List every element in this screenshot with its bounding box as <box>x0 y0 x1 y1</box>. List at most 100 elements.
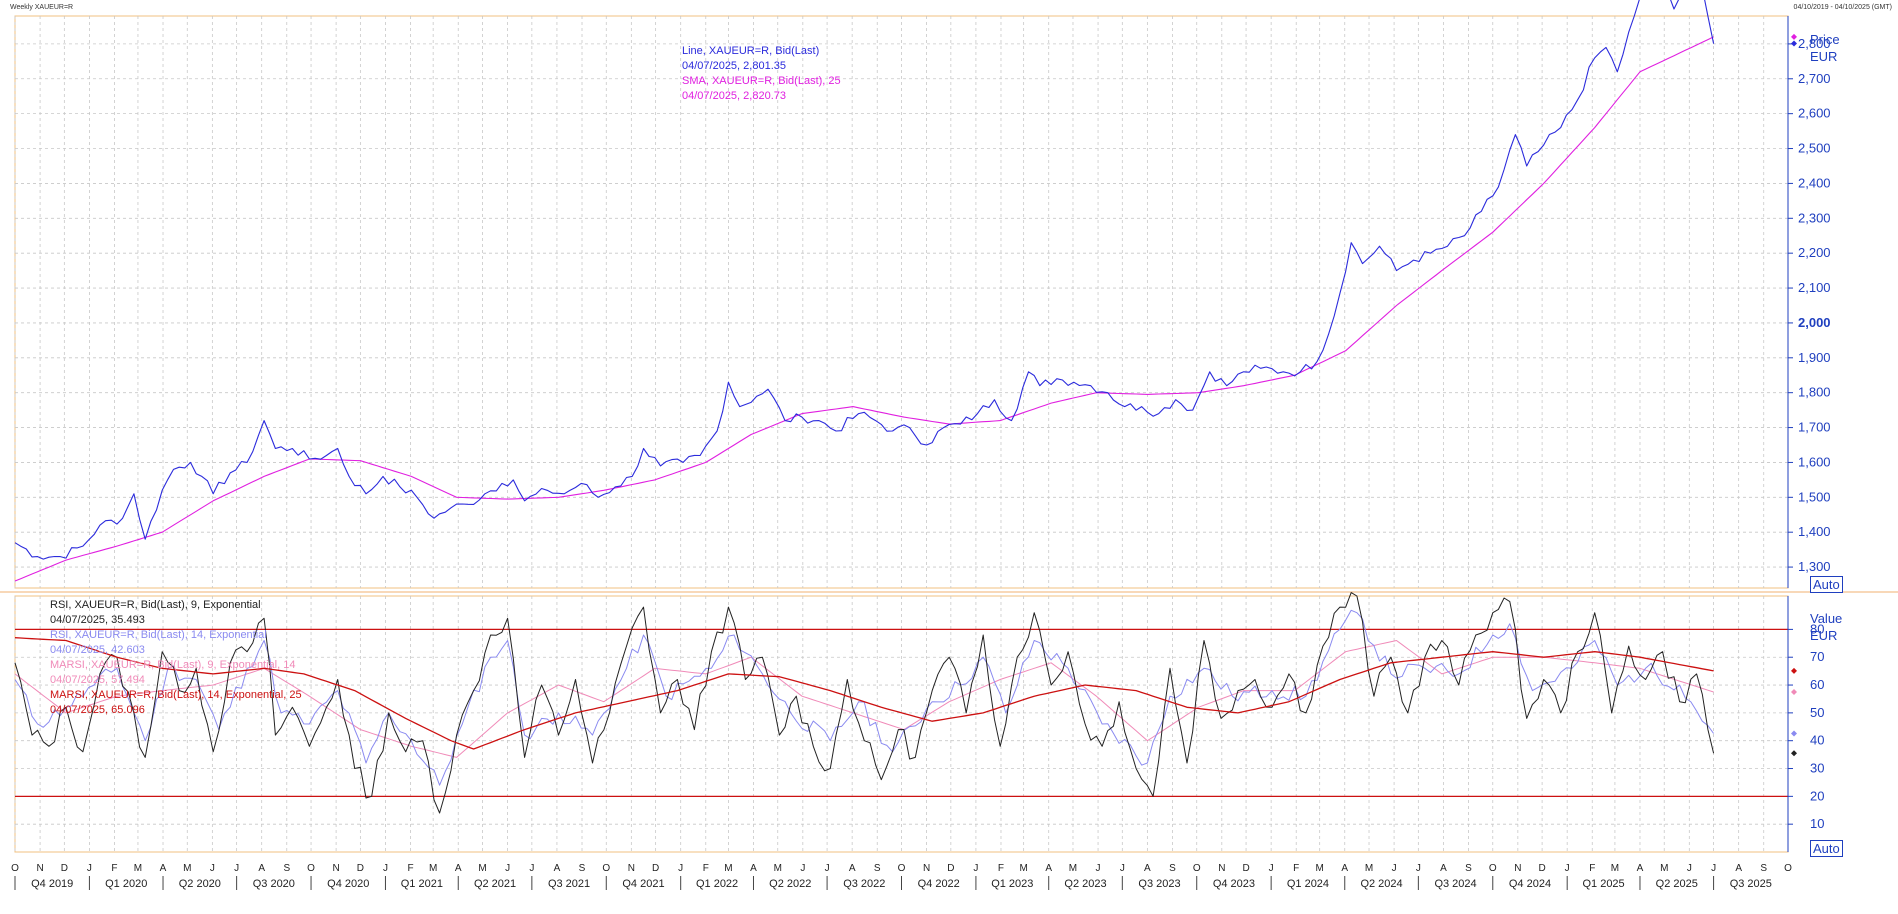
rsi-tick-label: 40 <box>1810 733 1824 748</box>
price-tick-label: 1,800 <box>1798 385 1831 400</box>
rsi-tick-label: 80 <box>1810 621 1824 636</box>
month-tick-label: O <box>11 863 19 874</box>
quarter-tick-label: Q1 2025 <box>1582 878 1624 890</box>
month-tick-label: J <box>1416 863 1421 874</box>
month-tick-label: M <box>1365 863 1373 874</box>
month-tick-label: N <box>36 863 43 874</box>
rsi-last-marker <box>1791 730 1797 737</box>
quarter-tick-label: Q3 2022 <box>843 878 885 890</box>
sma-line <box>14 36 1714 582</box>
month-tick-label: F <box>407 863 413 874</box>
header-left: Weekly XAUEUR=R <box>10 4 74 11</box>
grid-layer <box>0 15 1898 853</box>
quarter-tick-label: Q3 2023 <box>1138 878 1180 890</box>
rsi-last-marker <box>1791 750 1797 757</box>
price-tick-label: 2,100 <box>1798 280 1831 295</box>
month-tick-label: J <box>383 863 388 874</box>
month-tick-label: J <box>87 863 92 874</box>
month-tick-label: F <box>703 863 709 874</box>
month-tick-label: F <box>1293 863 1299 874</box>
rsi-legend-label: MARSI, XAUEUR=R, Bid(Last), 14, Exponent… <box>50 689 302 701</box>
month-tick-label: D <box>61 863 68 874</box>
rsi-axis-unit: EUR <box>1810 628 1838 643</box>
price-tick-label: 1,300 <box>1798 559 1831 574</box>
month-tick-label: M <box>1069 863 1077 874</box>
price-tick-label: 2,400 <box>1798 175 1831 190</box>
month-tick-label: M <box>429 863 437 874</box>
price-tick-label: 2,200 <box>1798 245 1831 260</box>
month-tick-label: S <box>283 863 290 874</box>
quarter-tick-label: Q3 2020 <box>253 878 295 890</box>
rsi-tick-label: 60 <box>1810 677 1824 692</box>
month-tick-label: A <box>1144 863 1151 874</box>
month-tick-label: N <box>332 863 339 874</box>
rsi-tick-label: 70 <box>1810 649 1824 664</box>
rsi-tick-label: 20 <box>1810 788 1824 803</box>
month-tick-label: A <box>258 863 265 874</box>
month-tick-label: M <box>1316 863 1324 874</box>
rsi-auto-button[interactable]: Auto <box>1810 840 1843 857</box>
quarter-tick-label: Q2 2023 <box>1064 878 1106 890</box>
month-tick-label: D <box>652 863 659 874</box>
rsi-last-marker <box>1791 667 1797 674</box>
month-tick-label: S <box>579 863 586 874</box>
price-tick-label: 2,600 <box>1798 106 1831 121</box>
month-tick-label: A <box>750 863 757 874</box>
quarter-tick-label: Q2 2021 <box>474 878 516 890</box>
price-tick-label: 2,500 <box>1798 141 1831 156</box>
month-tick-label: A <box>1440 863 1447 874</box>
month-tick-label: J <box>1687 863 1692 874</box>
quarter-tick-label: Q4 2022 <box>918 878 960 890</box>
month-tick-label: A <box>1341 863 1348 874</box>
quarter-tick-label: Q2 2025 <box>1656 878 1698 890</box>
month-tick-label: O <box>307 863 315 874</box>
quarter-tick-label: Q1 2024 <box>1287 878 1329 890</box>
price-legend-label: Line, XAUEUR=R, Bid(Last) <box>682 45 820 57</box>
month-tick-label: O <box>602 863 610 874</box>
quarter-tick-label: Q1 2023 <box>991 878 1033 890</box>
quarter-tick-label: Q2 2022 <box>769 878 811 890</box>
month-tick-label: A <box>1637 863 1644 874</box>
month-tick-label: A <box>1045 863 1052 874</box>
marsi-14-line <box>14 637 1714 750</box>
quarter-tick-label: Q3 2024 <box>1434 878 1476 890</box>
price-tick-label: 2,300 <box>1798 210 1831 225</box>
month-tick-label: J <box>825 863 830 874</box>
rsi-axis-title: Value <box>1810 611 1843 626</box>
price-legend-label: SMA, XAUEUR=R, Bid(Last), 25 <box>682 75 841 87</box>
price-auto-button[interactable]: Auto <box>1810 576 1843 593</box>
price-legend: Line, XAUEUR=R, Bid(Last) 04/07/2025, 2,8… <box>682 44 841 104</box>
month-tick-label: J <box>1711 863 1716 874</box>
quarter-tick-label: Q3 2021 <box>548 878 590 890</box>
sma-last-marker <box>1791 33 1797 40</box>
month-tick-label: J <box>234 863 239 874</box>
month-tick-label: J <box>1096 863 1101 874</box>
rsi-legend-label: MARSI, XAUEUR=R, Bid(Last), 9, Exponenti… <box>50 659 296 671</box>
month-tick-label: J <box>1120 863 1125 874</box>
price-tick-label: 1,400 <box>1798 524 1831 539</box>
month-tick-label: N <box>923 863 930 874</box>
month-tick-label: A <box>160 863 167 874</box>
price-line <box>14 0 1715 560</box>
month-tick-label: S <box>1169 863 1176 874</box>
month-tick-label: D <box>1242 863 1249 874</box>
month-tick-label: J <box>505 863 510 874</box>
month-tick-label: M <box>134 863 142 874</box>
quarter-tick-label: Q2 2020 <box>179 878 221 890</box>
price-tick-label: 2,000 <box>1798 315 1831 330</box>
rsi-legend-value: 04/07/2025, 65.096 <box>50 704 145 716</box>
month-tick-label: S <box>1465 863 1472 874</box>
price-axis-title: Price <box>1810 32 1840 47</box>
month-tick-label: F <box>1589 863 1595 874</box>
month-tick-label: O <box>1193 863 1201 874</box>
month-tick-label: A <box>455 863 462 874</box>
month-tick-label: D <box>947 863 954 874</box>
quarter-tick-label: Q4 2021 <box>622 878 664 890</box>
month-tick-label: A <box>554 863 561 874</box>
month-tick-label: A <box>849 863 856 874</box>
price-last-marker <box>1791 40 1797 47</box>
rsi-legend-label: RSI, XAUEUR=R, Bid(Last), 14, Exponentia… <box>50 629 267 641</box>
month-tick-label: S <box>874 863 881 874</box>
month-tick-label: M <box>1611 863 1619 874</box>
